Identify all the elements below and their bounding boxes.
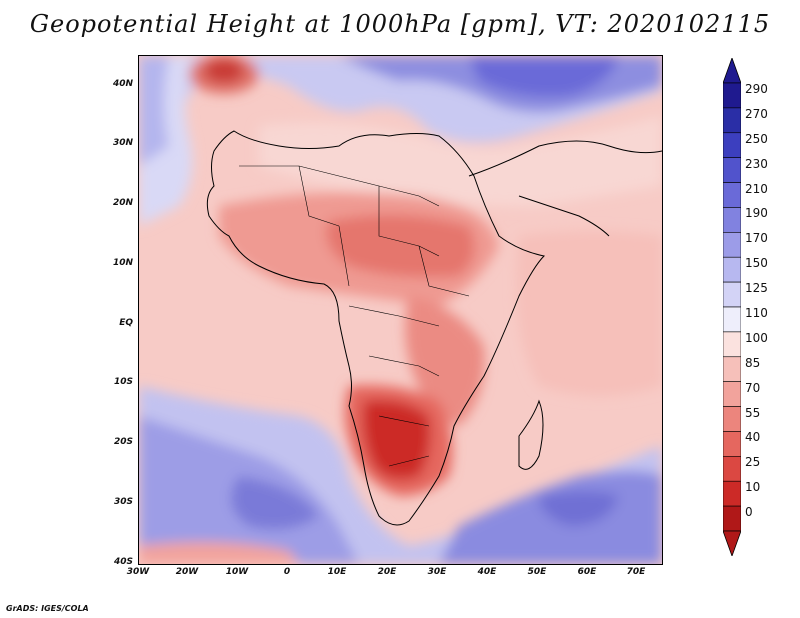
lat-label-10s: 10S [113,377,133,387]
colorbar-cell [723,82,741,109]
colorbar-label: 270 [745,106,768,121]
lon-label-10e: 10E [327,567,347,577]
colorbar-cell [723,480,741,507]
colorbar-cell [723,107,741,134]
lon-label-40e: 40E [477,567,497,577]
lon-label-30w: 30W [126,567,150,577]
lon-label-70e: 70E [626,567,646,577]
lat-label-20n: 20N [112,198,133,208]
colorbar-cell [723,331,741,358]
colorbar-label: 230 [745,156,768,171]
colorbar-cell [723,256,741,283]
colorbar-cell [723,431,741,457]
coastlines [206,130,662,526]
geopotential-field [139,56,662,564]
lat-label-20s: 20S [113,437,133,447]
colorbar-bottom-arrow [723,530,741,556]
colorbar-cell [723,505,741,532]
field-contours [139,56,662,564]
colorbar-label: 85 [745,355,761,370]
lon-label-10w: 10W [225,567,249,577]
colorbar-cell [723,356,741,382]
colorbar-label: 210 [745,181,768,196]
lat-label-eq: EQ [119,318,133,328]
colorbar-label: 290 [745,82,768,96]
colorbar-label: 100 [745,330,768,345]
colorbar-label: 55 [745,405,761,420]
lon-label-30e: 30E [427,567,447,577]
map-title: Geopotential Height at 1000hPa [gpm], VT… [29,10,771,38]
colorbar-cell [723,381,741,407]
colorbar-top-arrow [723,58,741,84]
country-borders [239,165,470,467]
colorbar-label: 150 [745,256,768,271]
colorbar-cell [723,306,741,333]
colorbar-cell [723,406,741,432]
credit-footer: GrADS: IGES/COLA [6,604,89,613]
colorbar-cell [723,281,741,308]
colorbar-label: 40 [745,430,761,445]
colorbar-label: 250 [745,131,768,146]
lat-label-30n: 30N [112,138,133,148]
colorbar-label: 0 [745,505,753,520]
colorbar-label: 170 [745,231,768,246]
colorbar-cell [723,207,741,233]
lat-label-40n: 40N [112,79,133,89]
colorbar-label: 70 [745,380,761,395]
lat-label-10n: 10N [112,258,133,268]
colorbar [723,58,741,556]
colorbar-cell [723,132,741,158]
colorbar-cell [723,182,741,208]
colorbar-label: 190 [745,206,768,221]
colorbar-label: 25 [745,455,761,470]
lat-label-30s: 30S [113,497,133,507]
lon-label-50e: 50E [527,567,547,577]
lon-label-0: 0 [283,567,291,577]
colorbar-cells [723,82,741,532]
colorbar-label: 125 [745,281,768,296]
lon-label-20w: 20W [175,567,199,577]
lon-label-60e: 60E [577,567,597,577]
map-plot-area [138,55,663,565]
colorbar-label: 10 [745,480,761,495]
colorbar-label: 110 [745,306,768,320]
colorbar-cell [723,456,741,482]
colorbar-cell [723,232,741,258]
lon-label-20e: 20E [377,567,397,577]
colorbar-cell [723,157,741,183]
lat-label-40s: 40S [113,557,133,567]
